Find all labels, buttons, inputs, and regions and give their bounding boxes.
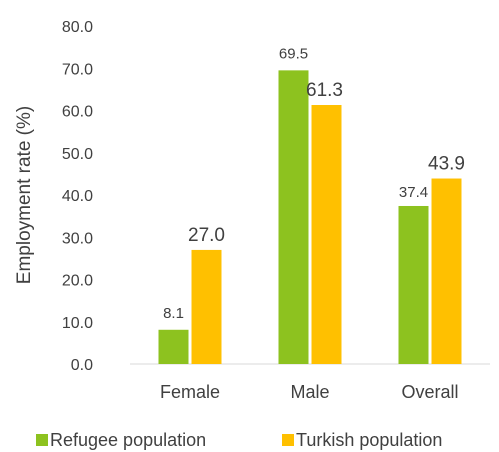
- y-tick-label: 10.0: [62, 315, 93, 332]
- data-labels: 8.1 27.0 69.5 61.3 37.443.9: [163, 45, 465, 321]
- x-category-label: Male: [290, 382, 329, 402]
- data-label: 27.0: [188, 225, 225, 246]
- data-label: 43.9: [428, 154, 465, 175]
- x-axis-categories: Female Male Overall: [160, 382, 459, 402]
- bars: [158, 70, 462, 365]
- y-tick-label: 0.0: [71, 357, 93, 374]
- bar-turkish-population-male: [311, 105, 342, 364]
- data-label: 61.3: [306, 80, 343, 101]
- legend-swatch: [36, 434, 48, 446]
- y-tick-label: 40.0: [62, 188, 93, 205]
- bar-turkish-population-overall: [431, 178, 462, 364]
- x-category-label: Overall: [401, 382, 458, 402]
- data-label: 69.5: [279, 45, 308, 62]
- data-label: 37.4: [399, 184, 428, 201]
- y-tick-label: 70.0: [62, 61, 93, 78]
- bar-refugee-population-male: [278, 70, 309, 365]
- y-axis-label: Employment rate (%): [14, 106, 35, 284]
- y-tick-label: 30.0: [62, 230, 93, 247]
- y-tick-label: 20.0: [62, 273, 93, 290]
- bar-turkish-population-female: [191, 249, 222, 364]
- x-category-label: Female: [160, 382, 220, 402]
- y-axis-ticks: 0.0 10.0 20.0 30.0 40.0 50.0 60.0 70.0 80.0: [62, 19, 93, 374]
- data-label: 8.1: [163, 305, 184, 322]
- y-tick-label: 80.0: [62, 19, 93, 36]
- legend-swatch: [282, 434, 294, 446]
- legend-label: Turkish population: [296, 430, 442, 450]
- legend: Refugee population Turkish population: [36, 430, 442, 450]
- bar-refugee-population-female: [158, 329, 189, 364]
- bar-refugee-population-overall: [398, 205, 429, 364]
- legend-label: Refugee population: [50, 430, 206, 450]
- y-tick-label: 50.0: [62, 146, 93, 163]
- y-tick-label: 60.0: [62, 104, 93, 121]
